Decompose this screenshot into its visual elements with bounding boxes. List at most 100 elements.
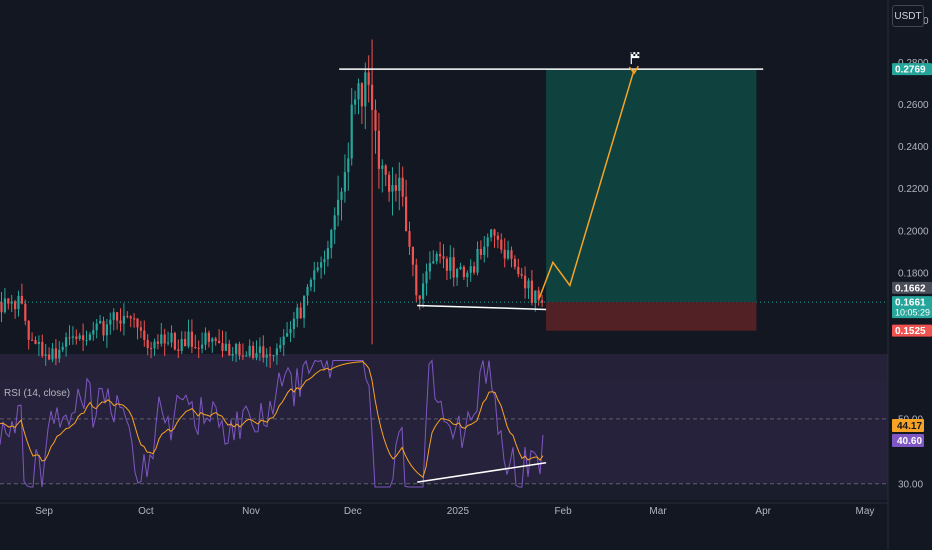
target-zone — [546, 69, 757, 303]
candle-body — [428, 263, 431, 272]
grid — [0, 301, 888, 500]
flag-check — [631, 52, 634, 55]
candle-body — [126, 315, 129, 317]
candle-body — [146, 339, 149, 348]
candle-body — [394, 185, 397, 191]
candle-body — [479, 248, 482, 255]
price-tag-countdown: 10:05:29 — [895, 308, 930, 318]
candle-body — [524, 275, 527, 289]
x-tick-label: Oct — [138, 506, 154, 517]
candle-body — [31, 339, 34, 341]
candle-body — [129, 316, 132, 319]
candle-body — [398, 177, 401, 191]
candle-body — [343, 172, 346, 192]
candle-body — [20, 295, 23, 304]
price-tag-label: 0.1661 — [895, 298, 926, 309]
candle-body — [490, 229, 493, 238]
price-tag-label: 0.1525 — [895, 326, 926, 337]
candle-body — [99, 320, 102, 324]
candle-body — [245, 355, 248, 357]
candle-body — [289, 329, 292, 334]
candles — [0, 39, 544, 368]
candle-body — [255, 352, 258, 358]
candle-body — [496, 235, 499, 240]
candle-body — [313, 270, 316, 280]
candle-body — [275, 348, 278, 356]
candle-body — [248, 345, 251, 356]
candle-body — [333, 215, 336, 230]
candle-body — [54, 348, 57, 359]
candle-body — [133, 318, 136, 320]
x-tick-label: Sep — [35, 506, 53, 517]
candle-body — [269, 354, 272, 356]
candle-body — [224, 343, 227, 351]
candle-body — [340, 191, 343, 200]
candle-body — [418, 295, 421, 300]
candle-body — [75, 336, 78, 339]
candle-body — [292, 318, 295, 330]
candle-body — [262, 346, 265, 358]
candle-body — [442, 256, 445, 259]
candle-body — [303, 295, 306, 319]
position-zones — [546, 69, 757, 331]
candle-body — [374, 109, 377, 131]
flag-check — [633, 54, 636, 57]
y-tick-label: 0.2400 — [898, 142, 929, 153]
candle-body — [85, 340, 88, 342]
flag-check — [637, 54, 640, 57]
candle-body — [51, 348, 54, 360]
candle-body — [112, 312, 115, 320]
candle-body — [323, 259, 326, 263]
projection-path — [538, 68, 636, 299]
candle-body — [445, 258, 448, 271]
candle-body — [347, 158, 350, 173]
candle-body — [180, 339, 183, 351]
currency-badge[interactable]: USDT — [892, 5, 924, 27]
candle-body — [435, 253, 438, 262]
candle-body — [486, 237, 489, 247]
candle-body — [235, 343, 238, 354]
candle-body — [160, 334, 163, 344]
candle-body — [265, 354, 268, 358]
candle-body — [92, 330, 95, 335]
candle-body — [405, 196, 408, 232]
candle-body — [541, 300, 544, 303]
candle-body — [167, 342, 170, 344]
candle-body — [401, 177, 404, 197]
candle-body — [48, 354, 51, 360]
candle-body — [411, 246, 414, 265]
candle-body — [119, 320, 122, 324]
candle-body — [483, 246, 486, 255]
rsi-legend[interactable]: RSI (14, close) — [4, 388, 71, 399]
stop-zone — [546, 302, 757, 331]
candle-body — [204, 332, 207, 345]
candle-body — [364, 72, 367, 107]
candle-body — [3, 298, 6, 313]
candle-body — [105, 324, 108, 336]
candle-body — [0, 302, 3, 313]
candle-body — [517, 266, 520, 275]
candle-body — [503, 249, 506, 259]
candle-body — [143, 330, 146, 340]
candle-body — [201, 344, 204, 349]
candle-body — [330, 229, 333, 249]
candle-body — [184, 339, 187, 347]
candle-body — [537, 290, 540, 301]
rsi-value-tag — [892, 419, 924, 432]
candle-body — [530, 280, 533, 303]
projection-arrowhead — [628, 65, 639, 75]
candle-body — [326, 248, 329, 260]
rsi-divergence-line — [417, 461, 547, 483]
support-line — [417, 304, 547, 311]
candle-body — [207, 332, 210, 342]
candle-body — [136, 318, 139, 328]
candle-body — [78, 335, 81, 339]
candle-body — [221, 343, 224, 351]
candle-body — [88, 334, 91, 341]
candle-body — [218, 340, 221, 344]
rsi-pane — [0, 359, 547, 488]
x-tick-label: 2025 — [447, 506, 470, 517]
price-tag — [892, 281, 932, 294]
candle-body — [17, 295, 20, 310]
